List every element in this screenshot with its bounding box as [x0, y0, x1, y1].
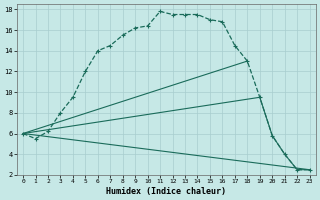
- X-axis label: Humidex (Indice chaleur): Humidex (Indice chaleur): [106, 187, 226, 196]
